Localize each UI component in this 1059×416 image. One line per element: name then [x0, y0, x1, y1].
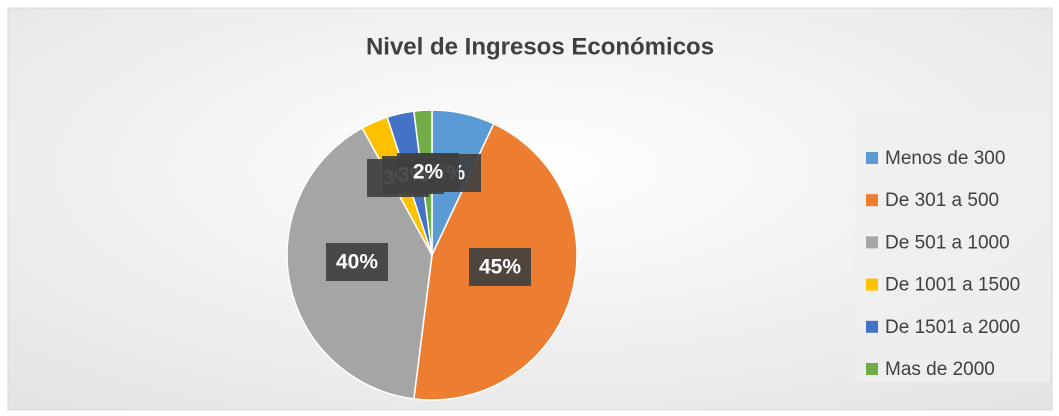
- legend-label: De 501 a 1000: [885, 232, 1010, 253]
- legend-label: De 301 a 500: [885, 190, 999, 211]
- data-label: 40%: [336, 251, 378, 274]
- legend-label: De 1001 a 1500: [885, 275, 1020, 296]
- legend-swatch: [866, 363, 878, 375]
- legend-label: Menos de 300: [885, 148, 1005, 169]
- data-label: 2%: [413, 161, 444, 184]
- legend-box: [855, 112, 1050, 382]
- legend-swatch: [866, 152, 878, 164]
- data-label-box: [397, 153, 459, 191]
- chart-title: Nivel de Ingresos Económicos: [366, 33, 714, 60]
- legend-label: Mas de 2000: [885, 359, 995, 380]
- legend-swatch: [866, 320, 878, 333]
- legend-label: De 1501 a 2000: [885, 317, 1020, 338]
- legend-swatch: [866, 278, 878, 291]
- data-label-box: [326, 243, 388, 281]
- legend-swatch: [866, 236, 878, 249]
- data-label: 45%: [479, 256, 521, 279]
- legend-swatch: [866, 194, 878, 207]
- data-label-box: [469, 248, 531, 286]
